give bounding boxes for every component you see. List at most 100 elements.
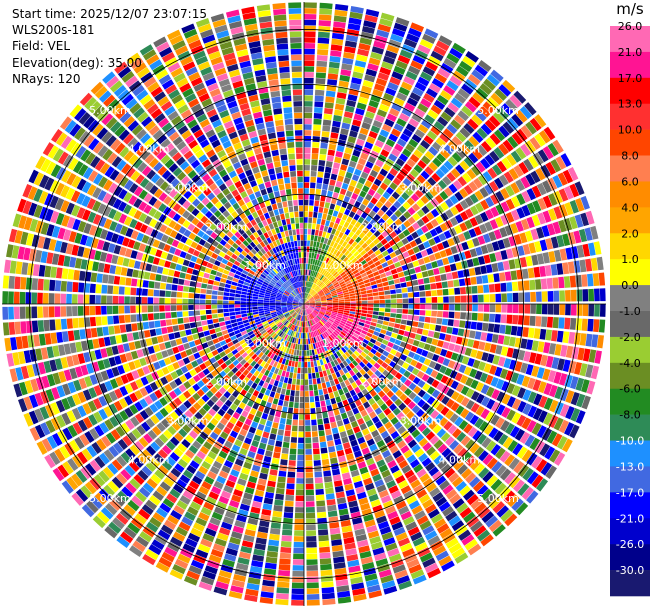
gate-cell (284, 430, 291, 437)
gate-cell (425, 221, 434, 231)
gate-cell (205, 309, 212, 315)
gate-cell (168, 269, 175, 277)
gate-cell (112, 305, 119, 315)
gate-cell (451, 327, 459, 336)
gate-cell (449, 217, 459, 227)
gate-cell (373, 300, 380, 304)
gate-cell (326, 190, 333, 198)
gate-cell (228, 304, 235, 308)
gate-cell (472, 92, 485, 104)
gate-cell (353, 65, 365, 74)
gate-cell (396, 293, 403, 299)
gate-cell (295, 501, 304, 507)
gate-cell (347, 261, 353, 268)
gate-cell (327, 504, 337, 512)
gate-cell (539, 328, 547, 340)
gate-cell (316, 183, 322, 190)
gate-cell (481, 274, 489, 284)
gate-cell (314, 286, 320, 291)
gate-cell (108, 325, 115, 335)
gate-cell (106, 295, 113, 304)
gate-cell (399, 133, 410, 143)
gate-cell (220, 277, 227, 283)
gate-cell (550, 158, 562, 173)
gate-cell (511, 132, 523, 145)
gate-cell (316, 500, 326, 507)
gate-cell (298, 425, 304, 432)
gate-cell (367, 188, 376, 197)
gate-cell (483, 313, 490, 322)
gate-cell (67, 330, 75, 342)
gate-cell (266, 486, 275, 493)
gate-cell (356, 163, 364, 171)
gate-cell (341, 214, 348, 221)
gate-cell (531, 185, 542, 198)
gate-cell (289, 454, 297, 461)
gate-cell (461, 172, 472, 183)
gate-cell (335, 243, 342, 251)
gate-cell (331, 468, 341, 476)
gate-cell (410, 254, 418, 262)
gate-cell (433, 99, 446, 111)
gate-cell (489, 219, 499, 230)
gate-cell (207, 324, 215, 330)
gate-cell (327, 305, 333, 307)
gate-cell (417, 103, 429, 113)
gate-cell (506, 117, 519, 131)
gate-cell (371, 267, 378, 273)
gate-cell (354, 272, 361, 278)
gate-cell (304, 211, 308, 217)
gate-cell (125, 277, 132, 286)
gate-cell (304, 350, 307, 356)
gate-cell (338, 301, 345, 304)
gate-cell (350, 155, 359, 163)
gate-cell (304, 299, 308, 304)
gate-cell (308, 281, 311, 288)
gate-cell (455, 65, 469, 77)
gate-cell (48, 306, 55, 318)
gate-cell (262, 579, 275, 587)
gate-cell (391, 256, 399, 263)
gate-cell (180, 265, 188, 273)
gate-cell (321, 243, 327, 250)
gate-cell (118, 286, 125, 295)
gate-cell (164, 298, 171, 304)
gate-cell (288, 401, 294, 408)
gate-cell (281, 447, 289, 454)
gate-cell (449, 263, 457, 272)
gate-cell (322, 183, 329, 191)
gate-cell (490, 193, 500, 205)
gate-cell (130, 287, 137, 296)
gate-cell (555, 156, 567, 170)
gate-cell (396, 138, 407, 148)
gate-cell (312, 271, 317, 277)
gate-cell (435, 168, 445, 179)
gate-cell (526, 188, 537, 201)
gate-cell (19, 306, 26, 319)
gate-cell (304, 95, 313, 101)
gate-cell (364, 141, 374, 150)
gate-cell (362, 263, 369, 269)
gate-cell (304, 31, 316, 38)
gate-cell (306, 338, 309, 345)
gate-cell (203, 330, 211, 337)
gate-cell (336, 449, 345, 457)
gate-cell (277, 429, 285, 436)
gate-cell (272, 422, 279, 429)
gate-cell (162, 267, 170, 276)
gate-cell (38, 333, 46, 346)
gate-cell (290, 366, 295, 373)
gate-cell (454, 287, 461, 295)
gate-cell (396, 240, 404, 248)
gate-cell (347, 23, 361, 31)
gate-cell (317, 171, 324, 178)
gate-cell (319, 201, 325, 208)
gate-cell (446, 326, 453, 334)
gate-cell (347, 245, 354, 252)
gate-cell (60, 318, 68, 330)
gate-cell (275, 493, 284, 501)
gate-cell (336, 267, 343, 273)
gate-cell (344, 301, 351, 304)
gate-cell (308, 217, 313, 224)
gate-cell (390, 213, 398, 222)
